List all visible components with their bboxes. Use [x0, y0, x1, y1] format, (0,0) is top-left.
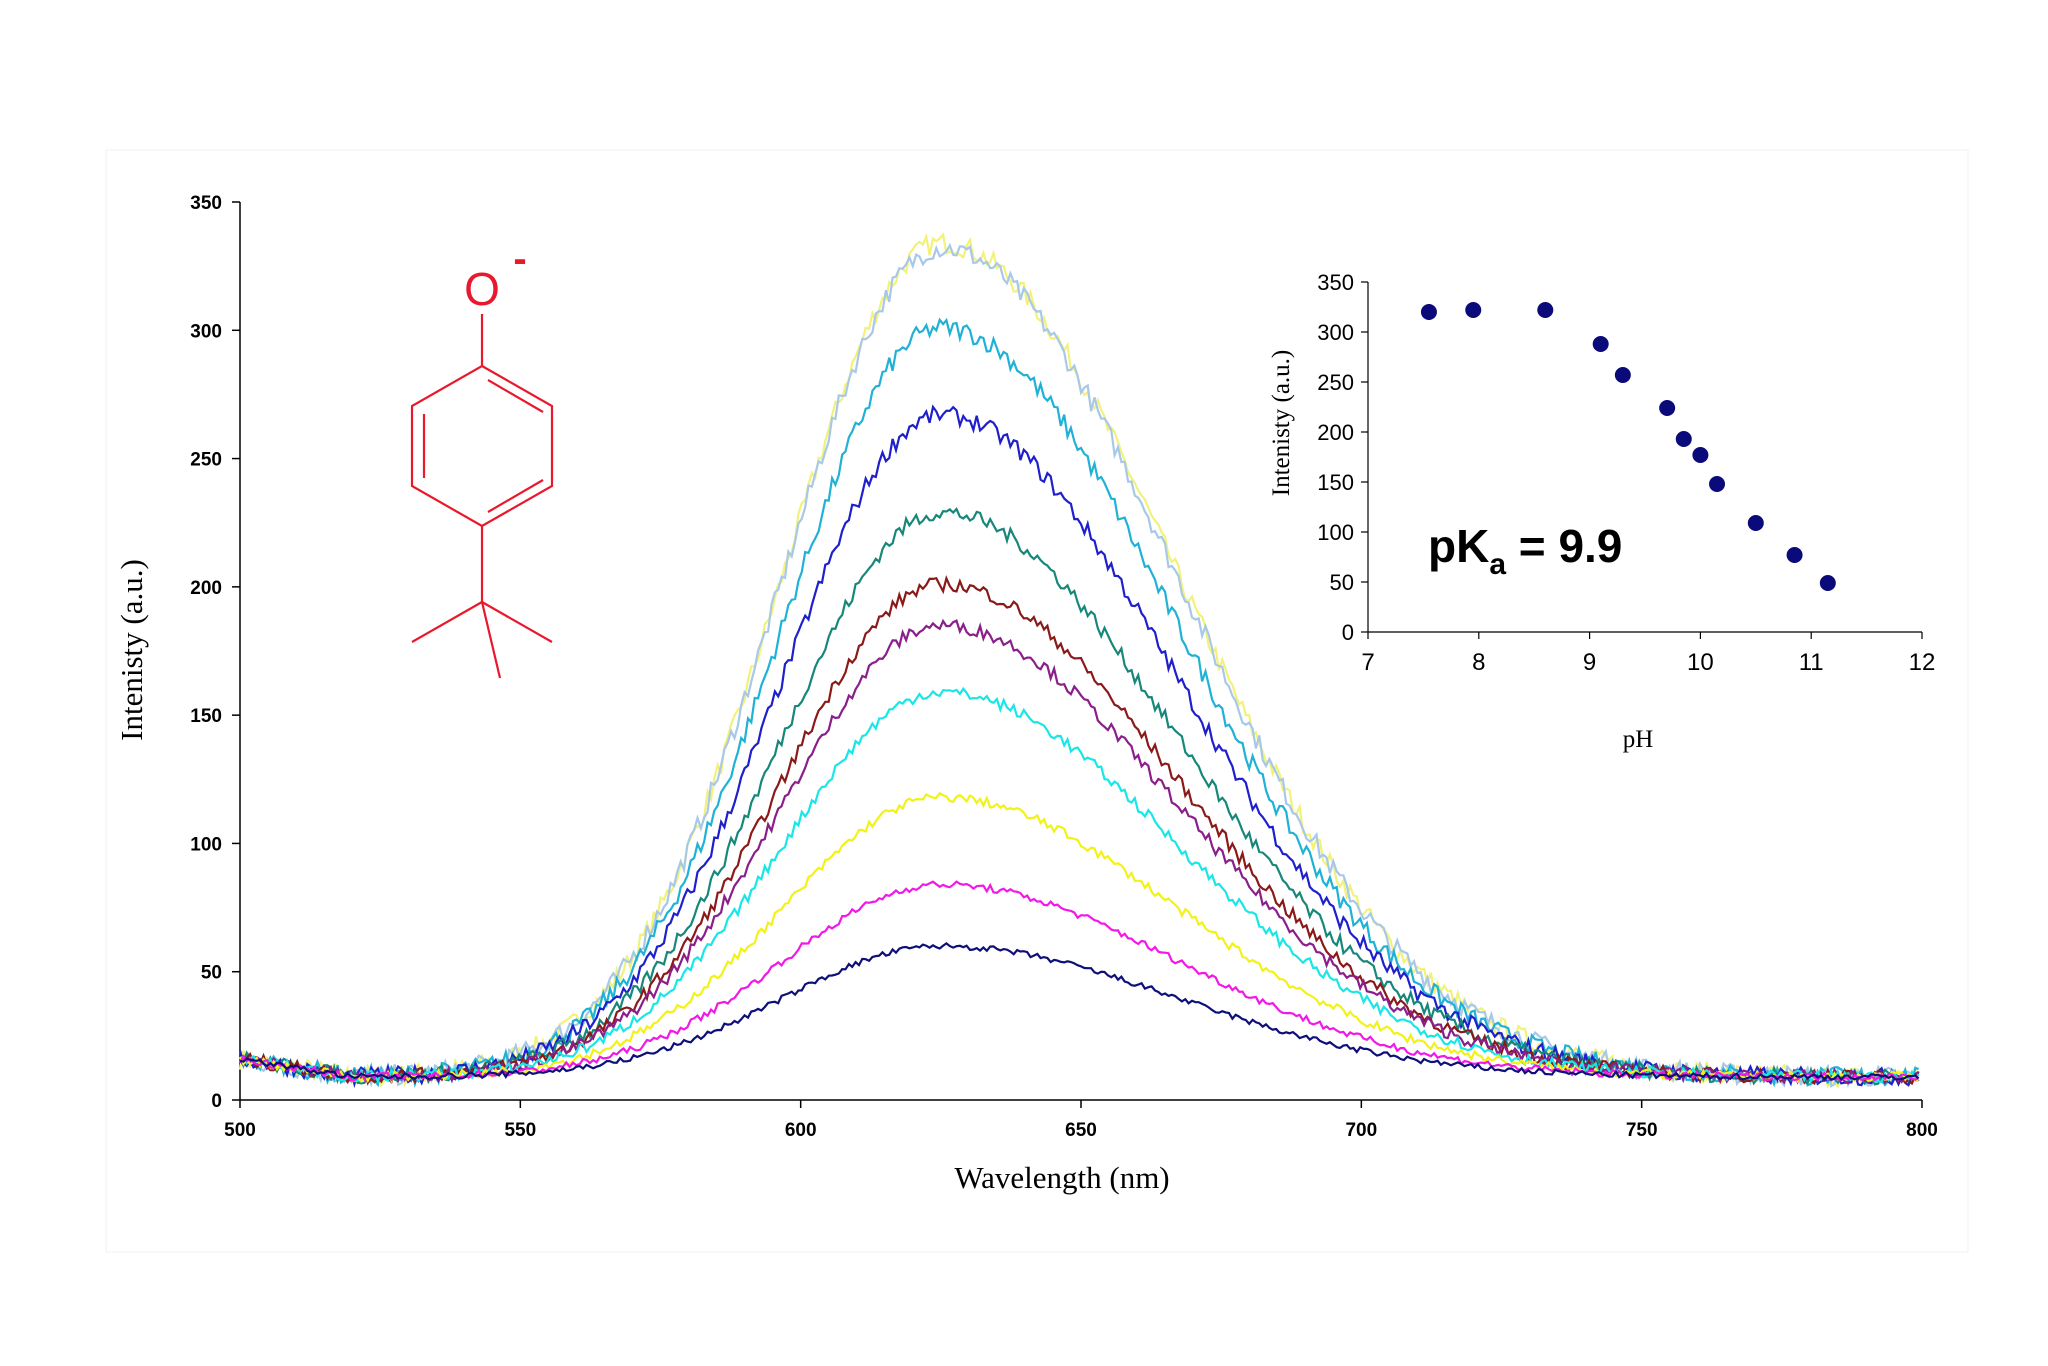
inset-data-point: [1537, 302, 1554, 318]
inset-x-tick-label: 11: [1799, 649, 1824, 676]
main-y-label: Intenisty (a.u.): [114, 559, 149, 741]
pka-value: = 9.9: [1506, 520, 1622, 572]
inset-plot: 7 8 9 10 11 12 0 50 100 150 200 250 300 350 pH Inten…: [1268, 270, 1935, 753]
main-x-label: Wavelength (nm): [954, 1160, 1169, 1195]
inset-data-point: [1747, 515, 1764, 531]
inset-data-point: [1420, 304, 1437, 320]
inset-points: [1420, 302, 1836, 591]
main-x-tick-label: 700: [1345, 1120, 1377, 1141]
inset-x-tick-label: 10: [1687, 649, 1714, 676]
inset-y-tick-label: 50: [1330, 570, 1354, 595]
inset-y-tick-label: 250: [1317, 370, 1354, 395]
inset-y-tick-label: 350: [1317, 270, 1354, 295]
inset-data-point: [1592, 336, 1609, 352]
main-plot: 500 550 600 650 700 750 800 050100150200250300…: [114, 193, 1938, 1195]
spectrum-series-5: [239, 507, 1920, 1086]
inset-y-tick-label: 300: [1317, 320, 1354, 345]
main-x-tick-label: 550: [504, 1120, 536, 1141]
inset-data-point: [1465, 302, 1482, 318]
inset-data-point: [1819, 575, 1836, 591]
oxygen-charge-label: -: [513, 237, 526, 281]
methyl-bond-3: [480, 601, 502, 679]
tert-butylphenolate-structure: [410, 314, 554, 679]
inset-data-point: [1659, 400, 1676, 416]
inset-y-ticks: 0 50 100 150 200 250 300 350: [1317, 270, 1368, 645]
main-x-tick-label: 750: [1626, 1120, 1658, 1141]
inset-y-tick-label: 150: [1317, 470, 1354, 495]
main-y-tick-label: 250: [190, 450, 222, 471]
main-x-tick-label: 500: [224, 1120, 256, 1141]
main-y-tick-label: 100: [190, 834, 222, 855]
ring-double-bond-3: [487, 479, 544, 513]
main-y-tick-label: 150: [190, 706, 222, 727]
inset-data-point: [1675, 431, 1692, 447]
oxygen-atom-label: O: [464, 263, 500, 315]
main-y-tick-label: 50: [201, 963, 222, 984]
inset-x-tick-label: 9: [1583, 649, 1596, 676]
main-x-tick-label: 600: [785, 1120, 817, 1141]
main-x-ticks: 500 550 600 650 700 750 800: [224, 1100, 1938, 1141]
main-series-group: [238, 232, 1920, 1089]
inset-y-tick-label: 200: [1317, 420, 1354, 445]
pka-subscript: a: [1489, 548, 1506, 581]
main-x-tick-label: 800: [1906, 1120, 1938, 1141]
spectrum-series-10: [239, 880, 1920, 1082]
inset-y-label: Intenisty (a.u.): [1268, 350, 1295, 496]
inset-x-tick-label: 8: [1472, 649, 1485, 676]
inset-data-point: [1692, 447, 1709, 463]
pka-main: pK: [1428, 520, 1489, 572]
main-y-tick-label: 0: [211, 1091, 222, 1112]
main-y-tick-label: 300: [190, 321, 222, 342]
inset-data-point: [1786, 547, 1803, 563]
inset-x-tick-label: 12: [1909, 649, 1936, 676]
pka-annotation: pKa = 9.9: [1428, 520, 1622, 581]
inset-x-label: pH: [1623, 726, 1654, 753]
methyl-bond-2: [481, 601, 553, 643]
inset-x-tick-label: 7: [1361, 649, 1374, 676]
main-x-tick-label: 650: [1065, 1120, 1097, 1141]
inset-data-point: [1709, 476, 1726, 492]
inset-data-point: [1614, 367, 1631, 383]
spectrum-series-11: [239, 942, 1920, 1082]
ring-double-bond-2: [487, 379, 544, 413]
inset-y-tick-label: 0: [1342, 620, 1354, 645]
inset-x-ticks: 7 8 9 10 11 12: [1361, 632, 1935, 676]
inset-y-tick-label: 100: [1317, 520, 1354, 545]
spectrum-series-7: [239, 618, 1920, 1085]
main-y-tick-label: 350: [190, 193, 222, 214]
main-y-ticks: 0 50 100 150 200 250 300 350: [190, 193, 240, 1112]
methyl-bond-1: [411, 601, 483, 643]
main-y-tick-label: 200: [190, 578, 222, 599]
